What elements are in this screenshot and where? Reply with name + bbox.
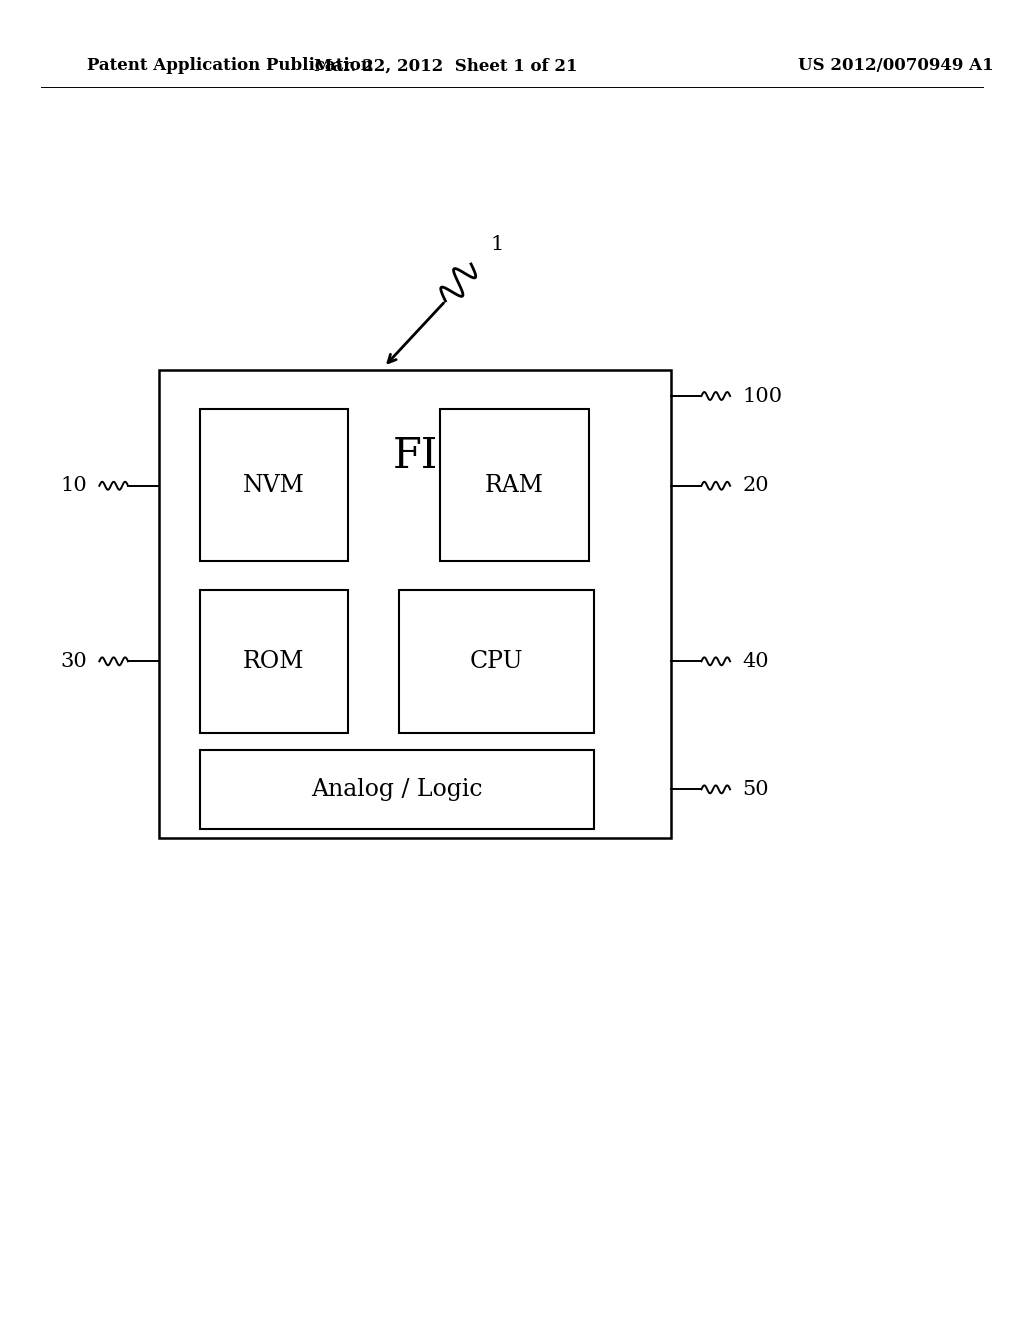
Bar <box>200 409 348 561</box>
Text: 100: 100 <box>742 387 782 405</box>
Text: Analog / Logic: Analog / Logic <box>311 777 482 801</box>
Text: Mar. 22, 2012  Sheet 1 of 21: Mar. 22, 2012 Sheet 1 of 21 <box>313 58 578 74</box>
Text: Patent Application Publication: Patent Application Publication <box>87 58 373 74</box>
Bar <box>440 409 589 561</box>
Text: NVM: NVM <box>243 474 305 496</box>
Text: 50: 50 <box>742 780 769 799</box>
Text: 10: 10 <box>60 477 87 495</box>
Text: 20: 20 <box>742 477 769 495</box>
Text: 30: 30 <box>60 652 87 671</box>
Bar <box>399 590 594 733</box>
Text: CPU: CPU <box>470 649 523 673</box>
Bar <box>200 750 594 829</box>
Bar <box>200 590 348 733</box>
Text: 1: 1 <box>489 235 504 253</box>
Text: FIG.1: FIG.1 <box>392 434 509 477</box>
Text: ROM: ROM <box>243 649 305 673</box>
Bar <box>159 370 671 838</box>
Text: US 2012/0070949 A1: US 2012/0070949 A1 <box>798 58 994 74</box>
Text: 40: 40 <box>742 652 769 671</box>
Text: RAM: RAM <box>485 474 544 496</box>
